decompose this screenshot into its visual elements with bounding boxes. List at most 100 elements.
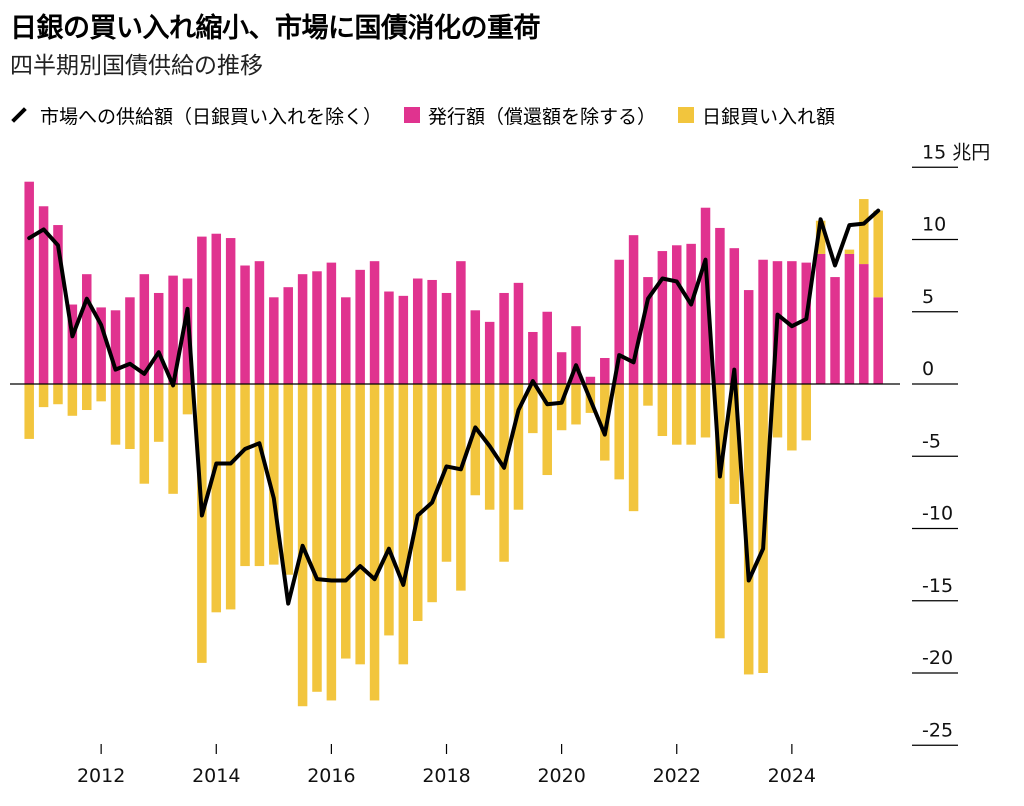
issuance-bar	[801, 262, 812, 384]
boj-bar	[283, 384, 293, 575]
boj-bar	[38, 384, 49, 408]
x-tick-label: 2012	[77, 765, 125, 787]
issuance-bar	[53, 225, 63, 384]
boj-bar	[456, 384, 466, 591]
issuance-bar	[614, 259, 624, 384]
issuance-bar	[312, 271, 322, 384]
boj-bar	[556, 384, 567, 431]
boj-bar	[614, 384, 624, 480]
issuance-bar	[441, 292, 452, 384]
issuance-bar	[427, 279, 437, 384]
y-tick-label: -10	[922, 503, 953, 525]
issuance-bar	[153, 292, 164, 384]
boj-bar	[269, 384, 279, 565]
legend-label-market: 市場への供給額（日銀買い入れを除く）	[40, 105, 383, 128]
issuance-bar	[743, 290, 754, 384]
issuance-bar	[844, 253, 855, 384]
issuance-bar	[470, 310, 481, 384]
legend-boj-swatch	[678, 107, 695, 123]
issuance-bar	[197, 236, 207, 384]
issuance-bar	[671, 245, 682, 384]
boj-bar	[384, 384, 394, 636]
issuance-bar	[24, 181, 34, 384]
issuance-bar	[729, 248, 740, 384]
chart-subtitle: 四半期別国債供給の推移	[10, 53, 263, 79]
boj-bar	[643, 384, 653, 406]
issuance-bar	[125, 297, 135, 384]
issuance-bar	[355, 269, 365, 384]
issuance-bar	[643, 277, 653, 384]
boj-bar	[168, 384, 178, 494]
boj-bar	[815, 220, 826, 254]
issuance-bar	[657, 251, 668, 384]
boj-bar	[67, 384, 78, 416]
x-tick-label: 2022	[653, 765, 701, 787]
issuance-bar	[456, 261, 466, 384]
boj-bar	[571, 384, 581, 425]
issuance-bar	[341, 297, 351, 384]
boj-bar	[700, 384, 711, 438]
boj-bar	[254, 384, 265, 567]
issuance-bar	[139, 274, 150, 384]
issuance-bar	[96, 307, 106, 384]
issuance-bar	[628, 235, 639, 384]
boj-bar	[873, 210, 883, 298]
boj-bar	[801, 384, 812, 441]
issuance-bar	[225, 238, 236, 384]
legend-item-market: 市場への供給額（日銀買い入れを除く）	[10, 102, 382, 129]
x-tick-label: 2024	[768, 765, 816, 787]
boj-bar	[24, 384, 34, 439]
boj-bar	[542, 384, 552, 476]
x-tick-label: 2018	[422, 765, 470, 787]
boj-bar	[628, 384, 639, 512]
boj-bar	[369, 384, 380, 701]
y-tick-label: 5	[922, 286, 934, 308]
issuance-bar	[484, 321, 495, 384]
legend-issuance-swatch	[404, 107, 421, 123]
issuance-bar	[830, 277, 840, 384]
issuance-bar	[528, 331, 538, 384]
boj-bar	[787, 384, 797, 451]
issuance-bar	[398, 295, 409, 384]
issuance-bar	[168, 275, 178, 384]
x-tick-label: 2016	[307, 765, 355, 787]
boj-bar	[82, 384, 92, 411]
boj-bar	[686, 384, 696, 445]
boj-bar	[96, 384, 106, 402]
boj-bar	[153, 384, 164, 442]
boj-bar	[657, 384, 668, 437]
issuance-bar	[873, 297, 883, 384]
issuance-bar	[384, 291, 394, 384]
issuance-bar	[700, 207, 711, 384]
issuance-bar	[67, 304, 78, 384]
issuance-bar	[269, 297, 279, 384]
issuance-bar	[369, 261, 380, 384]
issuance-bar	[110, 310, 121, 384]
issuance-bar	[499, 292, 509, 384]
issuance-bar	[556, 352, 567, 384]
legend: 市場への供給額（日銀買い入れを除く） 発行額（償還額を除する） 日銀買い入れ額	[10, 98, 857, 132]
boj-bar	[844, 249, 855, 254]
boj-bar	[470, 384, 481, 496]
boj-bar	[729, 384, 740, 504]
boj-bar	[715, 384, 725, 639]
boj-bar	[240, 384, 250, 567]
issuance-bar	[815, 253, 826, 384]
issuance-bar	[600, 357, 610, 384]
boj-bar	[441, 384, 452, 562]
boj-bar	[671, 384, 682, 445]
boj-bar	[312, 384, 322, 692]
legend-item-issuance: 発行額（償還額を除する）	[404, 102, 656, 129]
y-tick-label: 0	[922, 358, 934, 380]
boj-bar	[499, 384, 509, 562]
boj-bar	[513, 384, 524, 510]
boj-bar	[355, 384, 365, 665]
market-supply-line	[27, 208, 881, 606]
issuance-bar	[542, 311, 552, 384]
issuance-bar	[758, 259, 768, 384]
boj-bar	[743, 384, 754, 675]
issuance-bar	[38, 206, 49, 384]
y-tick-label: -5	[922, 430, 941, 452]
issuance-bar	[297, 274, 308, 384]
